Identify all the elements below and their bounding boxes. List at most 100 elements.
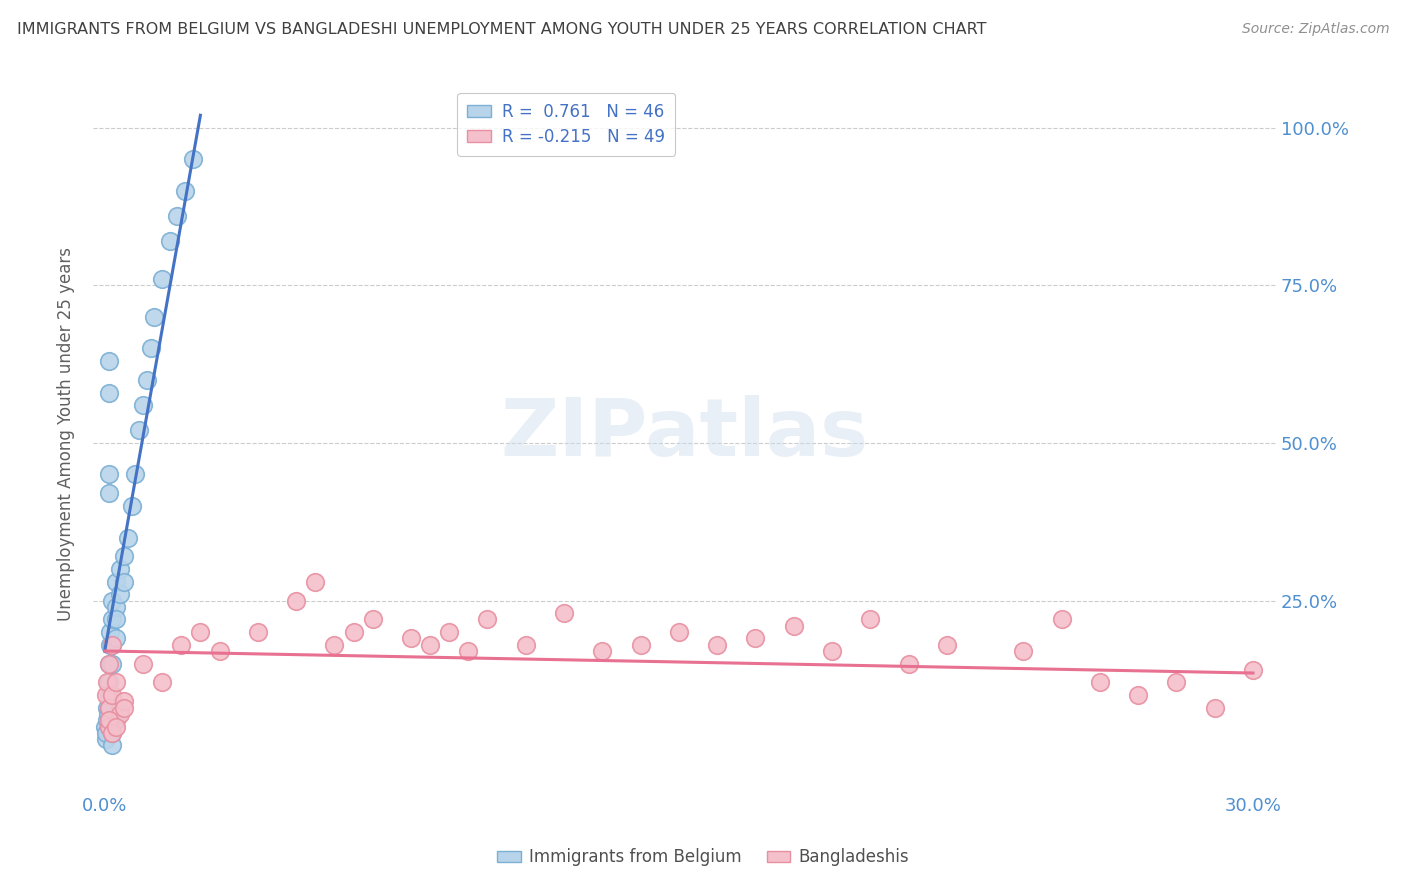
Point [181, 153, 204, 167]
Point [97, 657, 120, 671]
Point [96, 675, 118, 690]
Point [323, 638, 346, 652]
Point [97, 720, 120, 734]
Point [1241, 663, 1264, 677]
Legend: Immigrants from Belgium, Bangladeshis: Immigrants from Belgium, Bangladeshis [491, 842, 915, 873]
Point [170, 638, 193, 652]
Point [782, 619, 804, 633]
Point [132, 398, 155, 412]
Point [105, 612, 128, 626]
Point [105, 599, 128, 614]
Point [477, 612, 499, 626]
Point [150, 272, 173, 286]
Point [97, 700, 120, 714]
Point [132, 657, 155, 671]
Point [143, 310, 166, 324]
Point [97, 657, 120, 671]
Point [105, 574, 128, 589]
Point [105, 713, 128, 727]
Point [668, 625, 690, 640]
Point [135, 373, 157, 387]
Point [246, 625, 269, 640]
Point [101, 638, 124, 652]
Point [112, 694, 135, 708]
Point [97, 713, 120, 727]
Point [112, 574, 135, 589]
Point [97, 486, 120, 500]
Point [121, 499, 143, 513]
Point [97, 720, 120, 734]
Point [591, 644, 613, 658]
Point [1088, 675, 1111, 690]
Point [94, 688, 117, 702]
Text: ZIPatlas: ZIPatlas [501, 394, 869, 473]
Point [97, 675, 120, 690]
Legend: R =  0.761   N = 46, R = -0.215   N = 49: R = 0.761 N = 46, R = -0.215 N = 49 [457, 93, 675, 155]
Point [97, 688, 120, 702]
Y-axis label: Unemployment Among Youth under 25 years: Unemployment Among Youth under 25 years [58, 246, 75, 621]
Point [100, 625, 122, 640]
Point [101, 726, 124, 740]
Point [108, 587, 131, 601]
Point [285, 593, 308, 607]
Point [342, 625, 364, 640]
Point [105, 720, 128, 734]
Point [112, 700, 135, 714]
Point [97, 354, 120, 368]
Point [935, 638, 957, 652]
Point [96, 713, 118, 727]
Point [174, 184, 197, 198]
Point [208, 644, 231, 658]
Point [101, 688, 124, 702]
Point [101, 657, 124, 671]
Point [361, 612, 384, 626]
Point [1050, 612, 1073, 626]
Point [399, 632, 422, 646]
Point [304, 574, 326, 589]
Point [101, 612, 124, 626]
Point [553, 606, 575, 620]
Point [630, 638, 652, 652]
Point [166, 209, 188, 223]
Point [128, 423, 150, 437]
Point [437, 625, 460, 640]
Text: Source: ZipAtlas.com: Source: ZipAtlas.com [1241, 22, 1389, 37]
Point [97, 385, 120, 400]
Point [101, 726, 124, 740]
Point [706, 638, 728, 652]
Text: IMMIGRANTS FROM BELGIUM VS BANGLADESHI UNEMPLOYMENT AMONG YOUTH UNDER 25 YEARS C: IMMIGRANTS FROM BELGIUM VS BANGLADESHI U… [17, 22, 987, 37]
Point [1012, 644, 1035, 658]
Point [139, 342, 162, 356]
Point [1204, 700, 1226, 714]
Point [108, 706, 131, 721]
Point [515, 638, 537, 652]
Point [94, 720, 117, 734]
Point [859, 612, 882, 626]
Point [105, 675, 128, 690]
Point [159, 235, 181, 249]
Point [97, 706, 120, 721]
Point [1128, 688, 1150, 702]
Point [117, 531, 139, 545]
Point [105, 632, 128, 646]
Point [457, 644, 479, 658]
Point [101, 638, 124, 652]
Point [108, 562, 131, 576]
Point [96, 700, 118, 714]
Point [97, 700, 120, 714]
Point [419, 638, 441, 652]
Point [1166, 675, 1188, 690]
Point [101, 593, 124, 607]
Point [100, 638, 122, 652]
Point [190, 625, 212, 640]
Point [897, 657, 920, 671]
Point [124, 467, 146, 482]
Point [150, 675, 173, 690]
Point [744, 632, 766, 646]
Point [108, 700, 131, 714]
Point [101, 739, 124, 753]
Point [112, 549, 135, 564]
Point [96, 726, 118, 740]
Point [97, 467, 120, 482]
Point [94, 732, 117, 747]
